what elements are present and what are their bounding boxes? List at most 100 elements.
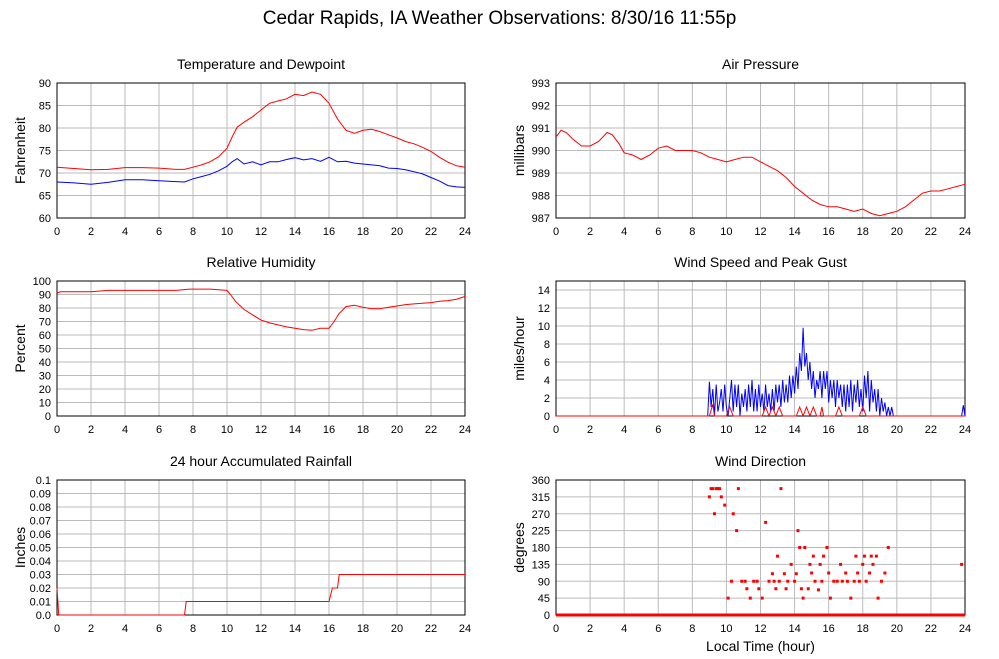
y-tick-label: 12: [538, 303, 550, 315]
y-tick-label: 0: [544, 411, 550, 423]
data-point: [796, 529, 800, 533]
x-tick-label: 2: [88, 623, 94, 635]
x-tick-label: 8: [190, 424, 196, 436]
x-axis-label: Local Time (hour): [706, 638, 815, 654]
x-tick-label: 12: [754, 226, 766, 238]
x-tick-label: 4: [621, 424, 627, 436]
data-point: [779, 487, 783, 491]
data-point: [828, 596, 832, 600]
data-point: [857, 579, 861, 583]
data-point: [864, 579, 868, 583]
x-tick-label: 16: [323, 623, 335, 635]
x-tick-label: 20: [891, 623, 903, 635]
x-tick-label: 14: [788, 424, 800, 436]
data-point: [740, 579, 744, 583]
data-point: [808, 562, 812, 566]
y-tick-label: 80: [39, 303, 51, 315]
x-tick-label: 24: [459, 424, 471, 436]
x-tick-label: 2: [587, 424, 593, 436]
data-point: [868, 571, 872, 575]
x-tick-label: 4: [122, 226, 128, 238]
x-tick-label: 8: [190, 226, 196, 238]
chart-title: Temperature and Dewpoint: [177, 56, 345, 72]
y-tick-label: 80: [39, 123, 51, 135]
x-tick-label: 2: [88, 226, 94, 238]
data-point: [736, 487, 740, 491]
y-axis-label: miles/hour: [511, 316, 527, 381]
y-tick-label: 90: [39, 290, 51, 302]
y-tick-label: 90: [39, 78, 51, 90]
x-tick-label: 4: [122, 424, 128, 436]
x-tick-label: 20: [391, 226, 403, 238]
x-tick-label: 8: [190, 623, 196, 635]
y-tick-label: 0.1: [36, 475, 51, 487]
x-tick-label: 0: [54, 623, 60, 635]
y-tick-label: 0.02: [30, 583, 51, 595]
data-point: [818, 562, 822, 566]
data-point: [844, 571, 848, 575]
x-tick-label: 20: [391, 424, 403, 436]
data-point: [757, 587, 761, 591]
data-point: [712, 512, 716, 516]
chart-title: 24 hour Accumulated Rainfall: [170, 453, 352, 469]
series-line-red: [555, 129, 966, 217]
x-tick-label: 8: [689, 623, 695, 635]
x-tick-label: 20: [391, 623, 403, 635]
data-point: [803, 546, 807, 549]
data-point: [862, 554, 866, 558]
x-tick-label: 10: [720, 623, 732, 635]
y-tick-label: 0.05: [30, 543, 51, 555]
x-tick-label: 16: [323, 424, 335, 436]
chart-title: Wind Direction: [715, 453, 806, 469]
data-point: [871, 562, 875, 566]
data-point: [849, 596, 853, 600]
y-axis-label: Inches: [12, 527, 28, 568]
data-point: [764, 520, 768, 524]
data-point: [856, 571, 860, 575]
x-tick-label: 16: [823, 424, 835, 436]
data-point: [748, 596, 752, 600]
y-tick-label: 360: [532, 475, 550, 487]
plot-frame: [56, 479, 466, 616]
y-tick-label: 270: [532, 509, 550, 521]
data-point: [752, 579, 756, 583]
chart-title: Wind Speed and Peak Gust: [674, 254, 847, 270]
series-line-red: [56, 91, 466, 171]
data-point: [767, 579, 771, 583]
y-tick-label: 10: [538, 321, 550, 333]
x-tick-label: 12: [754, 623, 766, 635]
y-axis-label: millibars: [511, 125, 527, 176]
x-tick-label: 0: [553, 424, 559, 436]
data-point: [811, 554, 815, 558]
data-point: [825, 546, 829, 549]
x-tick-label: 22: [425, 623, 437, 635]
x-tick-label: 18: [857, 424, 869, 436]
data-point: [820, 579, 824, 583]
y-tick-label: 0.07: [30, 516, 51, 528]
y-tick-label: 90: [538, 576, 550, 588]
data-point: [774, 587, 778, 591]
data-point: [745, 587, 749, 591]
y-tick-label: 40: [39, 357, 51, 369]
x-tick-label: 18: [857, 623, 869, 635]
y-axis-label: Fahrenheit: [12, 117, 28, 184]
data-point: [839, 562, 843, 566]
y-tick-label: 10: [39, 398, 51, 410]
data-point: [719, 495, 723, 499]
y-tick-label: 14: [538, 285, 550, 297]
y-tick-label: 0: [544, 610, 550, 622]
plot-frame: [56, 82, 466, 219]
data-point: [852, 579, 856, 583]
y-tick-label: 0.01: [30, 597, 51, 609]
y-tick-label: 0.06: [30, 529, 51, 541]
data-point: [794, 572, 798, 576]
data-point: [840, 579, 844, 583]
x-tick-label: 10: [221, 623, 233, 635]
x-tick-label: 4: [621, 623, 627, 635]
data-point: [743, 579, 747, 583]
x-tick-label: 14: [289, 623, 301, 635]
y-tick-label: 8: [544, 339, 550, 351]
plot-frame: [56, 280, 466, 417]
